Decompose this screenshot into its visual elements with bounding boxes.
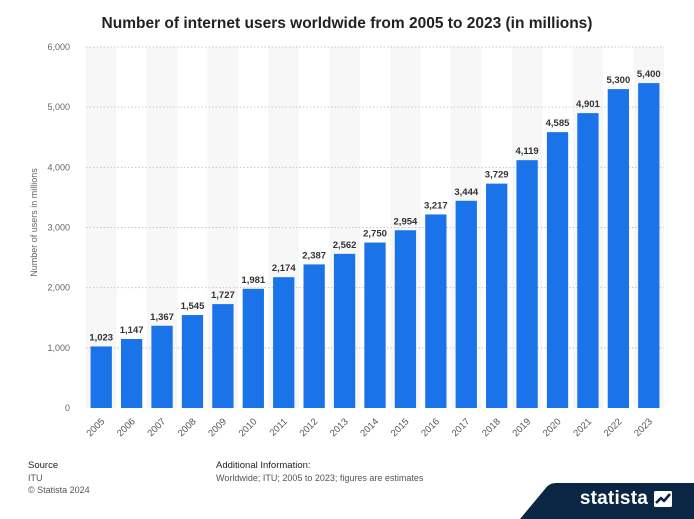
statista-logo[interactable]: statista <box>580 488 672 510</box>
bar-2023 <box>638 83 660 408</box>
value-label: 5,300 <box>606 75 630 86</box>
value-label: 2,954 <box>394 216 418 227</box>
value-label: 1,023 <box>89 332 113 343</box>
source-block: Source ITU © Statista 2024 <box>28 460 90 496</box>
x-tick-label: 2013 <box>328 416 351 439</box>
value-label: 4,585 <box>546 118 570 129</box>
x-tick-label: 2005 <box>85 416 108 439</box>
x-tick-label: 2014 <box>358 416 381 439</box>
y-tick-label: 6,000 <box>47 42 70 52</box>
x-tick-label: 2008 <box>176 416 199 439</box>
value-label: 3,444 <box>454 187 478 198</box>
value-label: 2,750 <box>363 229 387 240</box>
bar-2021 <box>577 113 599 408</box>
bar-2013 <box>333 253 356 408</box>
copyright-text: © Statista 2024 <box>28 485 90 495</box>
value-label: 1,367 <box>150 312 174 323</box>
bar-2008 <box>181 315 204 408</box>
value-label: 5,400 <box>637 69 661 80</box>
x-tick-label: 2017 <box>450 416 473 439</box>
additional-info-text: Worldwide; ITU; 2005 to 2023; figures ar… <box>216 473 424 483</box>
x-tick-label: 2022 <box>602 416 625 439</box>
bar-2019 <box>516 160 538 408</box>
bar-2014 <box>364 242 386 408</box>
bar-2007 <box>151 325 173 408</box>
brand-name: statista <box>579 488 648 509</box>
chart-title: Number of internet users worldwide from … <box>101 15 593 32</box>
value-label: 2,174 <box>272 263 296 274</box>
bar-chart: 0 1,000 2,000 3,000 4,000 5,000 6,000 Number of… <box>29 42 664 439</box>
additional-info-block: Additional Information: Worldwide; ITU; … <box>216 460 423 484</box>
y-axis-title: Number of users in millions <box>29 168 39 277</box>
x-tick-label: 2010 <box>237 416 260 439</box>
x-tick-label: 2006 <box>115 416 138 439</box>
source-heading: Source <box>28 460 59 471</box>
x-tick-label: 2021 <box>571 416 594 439</box>
bar-2012 <box>303 264 325 408</box>
value-label: 2,562 <box>333 240 357 251</box>
bar-2022 <box>607 89 630 408</box>
x-tick-label: 2015 <box>389 416 412 439</box>
source-name[interactable]: ITU <box>28 473 43 483</box>
x-tick-label: 2019 <box>510 416 533 439</box>
value-label: 4,119 <box>515 146 538 157</box>
bar-2010 <box>242 288 264 408</box>
statista-mark-icon <box>654 491 672 507</box>
y-tick-label: 3,000 <box>47 223 70 233</box>
value-label: 2,387 <box>302 250 326 261</box>
value-label: 1,727 <box>211 290 235 301</box>
value-label: 4,901 <box>576 99 600 110</box>
bar-2018 <box>486 183 508 408</box>
y-tick-label: 5,000 <box>47 102 70 112</box>
value-label: 1,981 <box>241 275 265 286</box>
y-tick-label: 1,000 <box>47 343 70 353</box>
bar-2005 <box>90 346 112 408</box>
x-tick-label: 2018 <box>480 416 503 439</box>
bar-2006 <box>120 338 143 408</box>
x-tick-label: 2012 <box>298 416 321 439</box>
y-tick-label: 0 <box>65 403 70 413</box>
x-tick-label: 2020 <box>541 416 564 439</box>
value-label: 3,729 <box>485 170 509 181</box>
y-tick-label: 4,000 <box>47 162 70 172</box>
bar-2009 <box>212 304 234 408</box>
x-tick-label: 2011 <box>268 416 290 438</box>
bar-2011 <box>273 277 295 408</box>
x-tick-label: 2007 <box>145 416 168 439</box>
x-tick-label: 2023 <box>632 416 655 439</box>
additional-info-heading: Additional Information: <box>216 460 311 471</box>
footer-band <box>520 483 694 519</box>
bar-2017 <box>455 200 477 408</box>
y-tick-label: 2,000 <box>47 283 70 293</box>
x-tick-label: 2009 <box>206 416 229 439</box>
value-label: 3,217 <box>424 200 448 211</box>
bar-2015 <box>394 230 417 408</box>
bar-2016 <box>425 214 447 408</box>
value-label: 1,147 <box>120 325 144 336</box>
x-tick-label: 2016 <box>419 416 442 439</box>
bar-2020 <box>546 132 569 408</box>
value-label: 1,545 <box>181 301 205 312</box>
